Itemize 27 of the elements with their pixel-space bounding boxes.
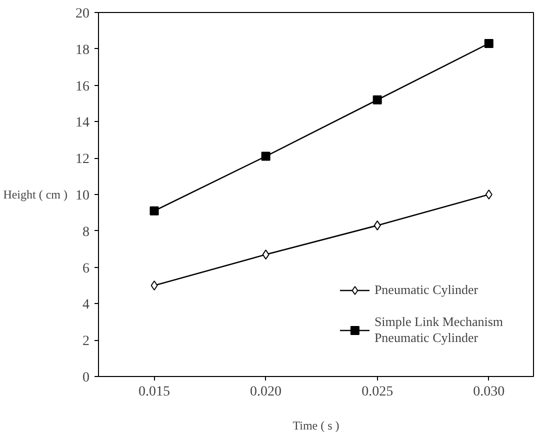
y-tick-label: 14 xyxy=(76,116,90,131)
x-axis-title: Time ( s ) xyxy=(292,418,340,432)
point xyxy=(150,206,159,216)
y-tick-label: 8 xyxy=(82,224,90,240)
y-axis-title: Height ( cm ) xyxy=(3,188,68,202)
y-tick-label: 20 xyxy=(76,6,90,22)
y-tick-label: 2 xyxy=(82,334,90,350)
point xyxy=(374,220,381,230)
y-tick-label: 18 xyxy=(76,42,90,58)
x-tick-label: 0.020 xyxy=(250,384,282,400)
point xyxy=(262,250,270,260)
y-tick-label: 4 xyxy=(82,298,90,313)
y-tick-label: 12 xyxy=(76,152,90,168)
point xyxy=(485,190,492,200)
y-tick-label: 16 xyxy=(76,79,90,94)
legend-label: Simple Link Mechanism Pneumatic Cylinder xyxy=(374,314,503,346)
y-tick-label: 6 xyxy=(82,261,90,276)
point xyxy=(372,95,382,104)
x-tick-label: 0.025 xyxy=(362,384,394,400)
x-tick-label: 0.015 xyxy=(138,384,170,400)
x-tick-label: 0.030 xyxy=(473,384,505,400)
point xyxy=(150,280,158,290)
point xyxy=(484,38,494,48)
point xyxy=(261,152,270,161)
y-tick-label: 0 xyxy=(82,370,90,386)
legend-label: Pneumatic Cylinder xyxy=(374,282,478,298)
y-tick-label: 10 xyxy=(76,188,90,204)
